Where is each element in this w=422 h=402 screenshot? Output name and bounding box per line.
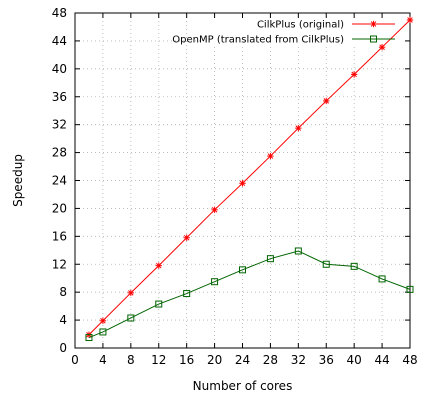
star-stroke — [183, 234, 190, 241]
data-point-star — [183, 234, 190, 241]
series-1 — [85, 16, 414, 338]
data-point-square — [127, 314, 135, 322]
y-tick-label: 8 — [59, 285, 67, 299]
y-tick-label: 48 — [52, 6, 67, 20]
x-tick-label: 8 — [127, 353, 135, 367]
x-tick-label: 36 — [319, 353, 334, 367]
star-stroke — [370, 21, 377, 27]
star-stroke — [100, 318, 106, 324]
data-point-star — [99, 317, 107, 324]
y-axis-title: Speedup — [11, 154, 25, 207]
legend: CilkPlus (original) OpenMP (translated fr… — [172, 20, 395, 46]
data-point-star — [295, 124, 302, 132]
x-tick-label: 48 — [402, 353, 417, 367]
y-tick-label: 36 — [52, 90, 67, 104]
data-point-star — [350, 71, 358, 78]
x-tick-label: 28 — [263, 353, 278, 367]
data-point-star — [323, 97, 330, 105]
data-point-square — [155, 300, 163, 308]
y-tick-label: 4 — [59, 313, 67, 327]
data-point-star — [155, 262, 162, 269]
x-tick-label: 20 — [207, 353, 222, 367]
x-tick-label: 0 — [71, 353, 79, 367]
series-line — [88, 250, 411, 338]
x-tick-label: 32 — [291, 353, 306, 367]
series — [85, 16, 414, 342]
x-tick-label: 4 — [99, 353, 107, 367]
data-point-star — [378, 43, 386, 51]
data-point-square — [266, 255, 274, 263]
data-point-star — [406, 16, 414, 24]
x-tick-label: 40 — [347, 353, 362, 367]
legend-label: CilkPlus (original) — [257, 20, 344, 31]
x-tick-label: 12 — [151, 353, 166, 367]
star-stroke — [323, 98, 330, 104]
star-stroke — [407, 17, 413, 23]
data-point-star — [211, 206, 218, 214]
data-point-square — [370, 35, 377, 43]
y-tick-label: 24 — [52, 174, 67, 188]
data-point-star — [127, 289, 135, 297]
data-point-square — [378, 275, 386, 283]
star-stroke — [351, 71, 357, 78]
series-2 — [85, 247, 414, 342]
data-point-star — [239, 180, 246, 187]
data-point-square — [99, 328, 107, 336]
data-point-star — [370, 20, 377, 28]
y-tick-label: 28 — [52, 146, 67, 160]
data-point-square — [294, 247, 302, 255]
x-tick-label: 44 — [374, 353, 389, 367]
y-tick-label: 0 — [59, 341, 67, 355]
legend-item-2: OpenMP (translated from CilkPlus) — [172, 35, 395, 46]
data-point-square — [350, 262, 358, 270]
legend-label: OpenMP (translated from CilkPlus) — [172, 35, 344, 46]
data-point-square — [211, 278, 219, 286]
y-tick-label: 44 — [52, 34, 67, 48]
data-point-star — [267, 152, 274, 160]
data-point-square — [406, 285, 414, 293]
y-tick-label: 12 — [52, 257, 67, 271]
x-tick-label: 24 — [235, 353, 250, 367]
x-axis-title: Number of cores — [193, 379, 293, 393]
y-tick-label: 32 — [52, 118, 67, 132]
y-tick-label: 40 — [52, 62, 67, 76]
y-tick-label: 20 — [52, 201, 67, 215]
data-point-square — [183, 290, 191, 298]
data-point-square — [239, 266, 246, 274]
grid — [75, 13, 410, 348]
star-stroke — [267, 153, 274, 159]
data-point-square — [85, 334, 93, 342]
star-stroke — [295, 125, 302, 131]
star-stroke — [155, 262, 162, 269]
legend-item-1: CilkPlus (original) — [257, 20, 395, 31]
axes: 0 4 8 12 16 20 24 28 32 36 40 44 4804812162024283236… — [52, 6, 418, 367]
star-stroke — [128, 290, 134, 296]
star-stroke — [379, 44, 385, 50]
x-tick-label: 16 — [179, 353, 194, 367]
y-tick-label: 16 — [52, 229, 67, 243]
star-stroke — [239, 180, 246, 187]
star-stroke — [211, 207, 218, 213]
data-point-square — [322, 260, 330, 268]
series-line — [88, 19, 411, 336]
